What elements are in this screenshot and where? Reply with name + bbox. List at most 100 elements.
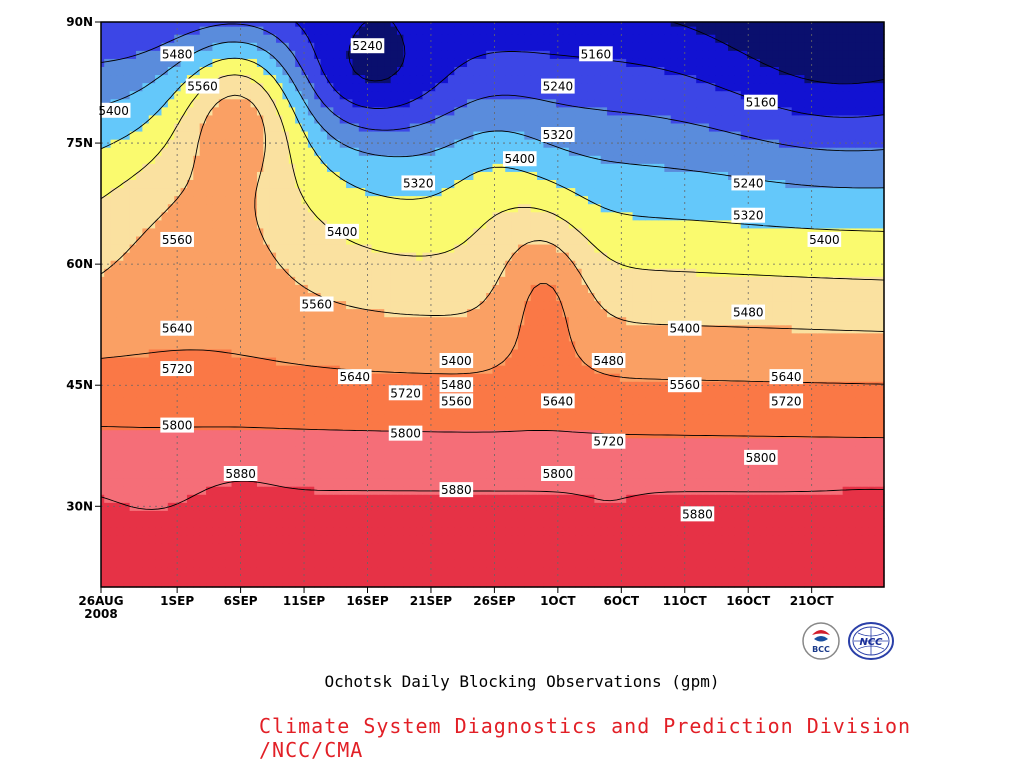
field-cell xyxy=(664,566,672,576)
field-cell xyxy=(116,268,124,277)
field-cell xyxy=(702,324,710,334)
field-cell xyxy=(167,510,175,519)
field-cell xyxy=(231,316,239,326)
field-cell xyxy=(702,445,710,455)
field-cell xyxy=(651,510,659,519)
field-cell xyxy=(206,292,214,302)
field-cell xyxy=(167,486,175,495)
field-cell xyxy=(517,478,525,487)
field-cell xyxy=(237,453,245,463)
field-cell xyxy=(575,469,583,479)
field-cell xyxy=(664,445,672,455)
field-cell xyxy=(129,469,137,479)
field-cell xyxy=(384,461,392,471)
field-cell xyxy=(250,332,258,342)
field-cell xyxy=(237,534,245,544)
field-cell xyxy=(549,316,557,326)
field-cell xyxy=(326,405,334,415)
field-cell xyxy=(874,453,882,463)
field-cell xyxy=(116,566,124,576)
field-cell xyxy=(428,550,436,560)
field-cell xyxy=(702,300,710,310)
field-cell xyxy=(263,486,271,495)
field-cell xyxy=(511,324,519,334)
field-cell xyxy=(575,582,583,588)
field-cell xyxy=(454,510,462,519)
field-cell xyxy=(715,510,723,519)
field-cell xyxy=(116,284,124,293)
field-cell xyxy=(193,558,201,568)
field-cell xyxy=(123,574,131,584)
field-cell xyxy=(148,542,156,552)
field-cell xyxy=(537,356,545,366)
field-cell xyxy=(785,478,793,487)
field-cell xyxy=(740,526,748,536)
field-cell xyxy=(486,453,494,463)
field-cell xyxy=(403,494,411,503)
field-cell xyxy=(778,502,786,511)
field-cell xyxy=(568,445,576,455)
field-cell xyxy=(447,300,455,310)
field-cell xyxy=(346,268,354,277)
field-cell xyxy=(753,558,761,568)
field-cell xyxy=(721,365,729,374)
field-cell xyxy=(186,534,194,544)
field-cell xyxy=(549,574,557,584)
field-cell xyxy=(460,300,468,310)
field-cell xyxy=(702,558,710,568)
field-cell xyxy=(346,494,354,503)
field-cell xyxy=(556,284,564,293)
field-cell xyxy=(689,421,697,431)
field-cell xyxy=(129,494,137,503)
field-cell xyxy=(689,429,697,439)
field-cell xyxy=(180,550,188,560)
field-cell xyxy=(568,348,576,358)
field-cell xyxy=(288,453,296,463)
field-cell xyxy=(377,276,385,285)
field-cell xyxy=(638,268,646,277)
field-cell xyxy=(435,348,443,358)
field-cell xyxy=(276,558,284,568)
field-cell xyxy=(740,550,748,560)
field-cell xyxy=(626,558,634,568)
field-cell xyxy=(880,389,885,398)
field-cell xyxy=(276,284,284,293)
field-cell xyxy=(880,397,885,406)
field-cell xyxy=(651,502,659,511)
field-cell xyxy=(861,324,869,334)
field-cell xyxy=(101,348,105,358)
field-cell xyxy=(384,502,392,511)
field-cell xyxy=(658,558,665,568)
field-cell xyxy=(231,574,239,584)
field-cell xyxy=(702,389,710,398)
field-cell xyxy=(842,542,850,552)
field-cell xyxy=(498,316,506,326)
field-cell xyxy=(409,453,417,463)
field-cell xyxy=(231,429,239,439)
field-cell xyxy=(874,510,882,519)
field-cell xyxy=(428,284,436,293)
field-cell xyxy=(505,469,513,479)
field-cell xyxy=(734,389,742,398)
field-cell xyxy=(218,437,226,447)
field-cell xyxy=(167,437,175,447)
field-cell xyxy=(511,316,519,326)
field-cell xyxy=(136,574,143,584)
field-cell xyxy=(244,340,252,350)
field-cell xyxy=(333,582,341,588)
field-cell xyxy=(263,284,271,293)
field-cell xyxy=(301,348,309,358)
field-cell xyxy=(861,332,869,342)
field-cell xyxy=(346,405,354,415)
field-cell xyxy=(753,397,761,406)
field-cell xyxy=(186,348,194,358)
field-cell xyxy=(129,284,137,293)
field-cell xyxy=(435,566,443,576)
field-cell xyxy=(186,389,194,398)
field-cell xyxy=(479,268,487,277)
field-cell xyxy=(460,494,468,503)
field-cell xyxy=(817,534,825,544)
field-cell xyxy=(702,478,710,487)
field-cell xyxy=(791,381,799,390)
field-cell xyxy=(206,405,214,415)
